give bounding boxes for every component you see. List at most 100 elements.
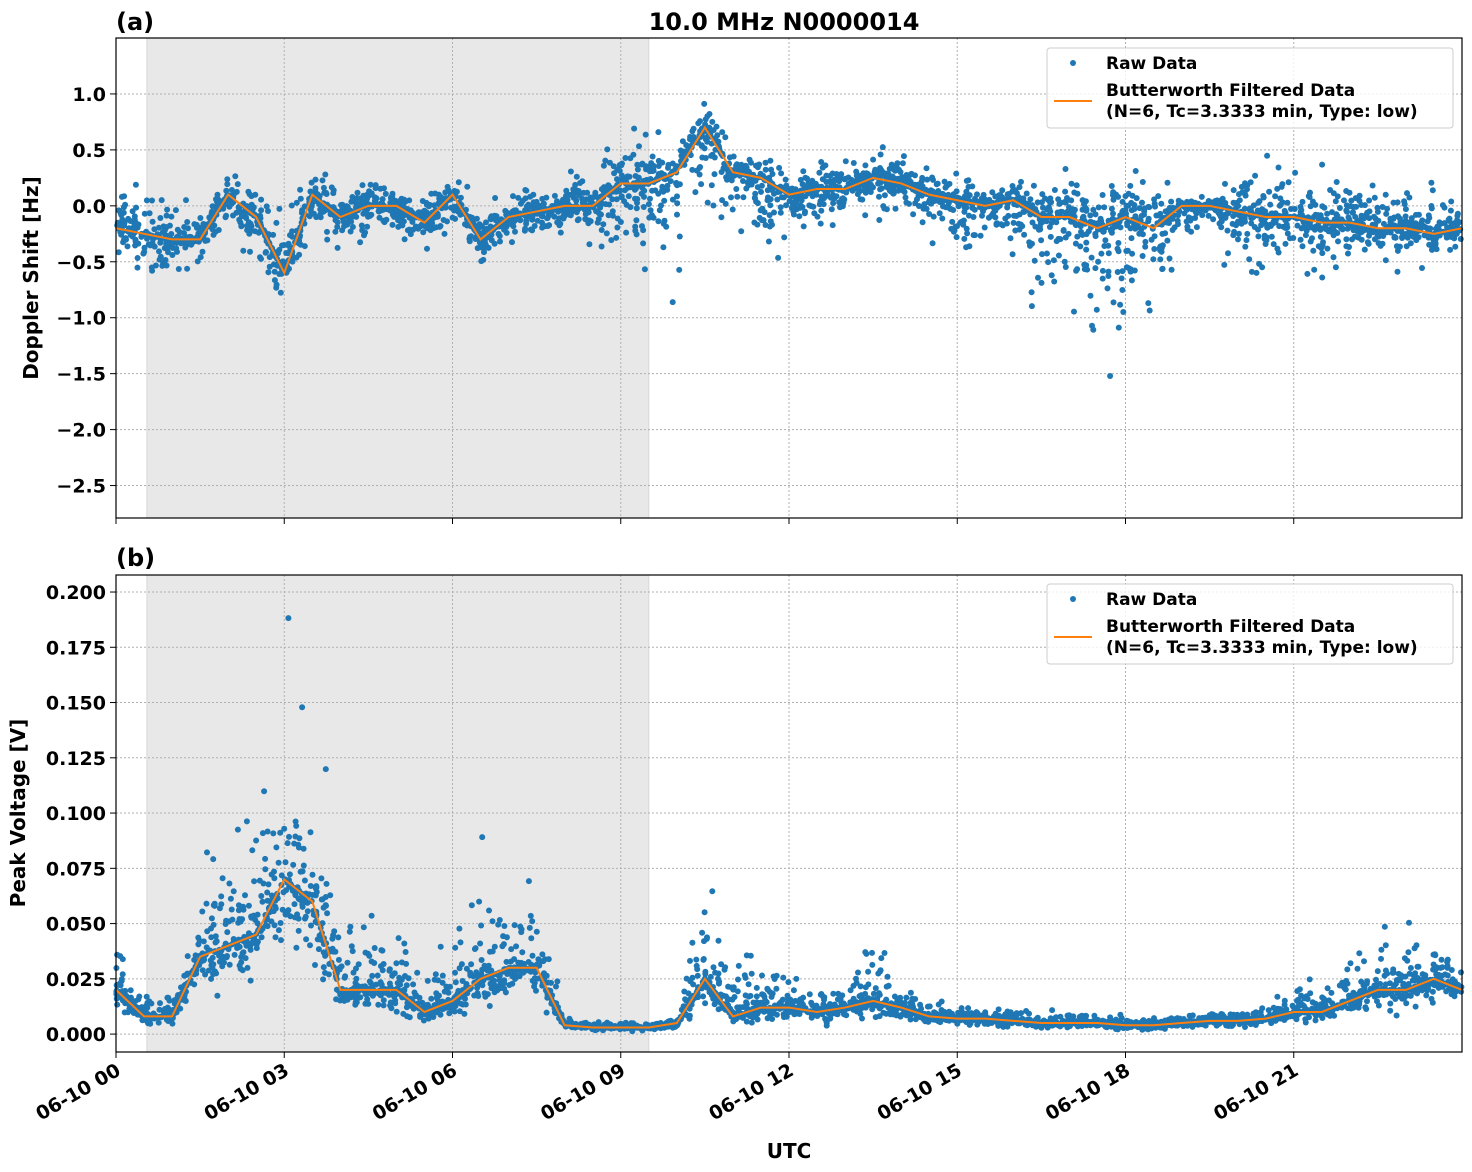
raw-data-point — [355, 961, 362, 968]
raw-data-point — [1263, 221, 1270, 228]
raw-data-point — [1444, 224, 1451, 231]
raw-data-point — [117, 982, 124, 989]
raw-data-point — [708, 182, 715, 189]
raw-data-point — [442, 189, 449, 196]
raw-data-point — [1330, 232, 1337, 239]
raw-data-point — [1013, 190, 1020, 197]
raw-data-point — [171, 997, 178, 1004]
raw-data-point — [1159, 265, 1166, 272]
raw-data-point — [1010, 219, 1017, 226]
raw-data-point — [695, 120, 702, 127]
raw-data-point — [767, 157, 774, 164]
raw-data-point — [308, 922, 314, 929]
raw-data-point — [1151, 196, 1158, 203]
raw-data-point — [683, 142, 690, 149]
raw-data-point — [752, 190, 759, 197]
raw-data-point — [1047, 233, 1054, 240]
raw-data-point — [814, 213, 821, 220]
raw-data-point — [738, 228, 745, 235]
raw-data-point — [766, 223, 773, 230]
raw-data-point — [572, 181, 579, 188]
raw-data-point — [557, 229, 564, 236]
raw-data-point — [449, 214, 456, 221]
raw-data-point — [399, 210, 405, 217]
raw-data-point — [398, 959, 405, 966]
raw-data-point — [286, 833, 292, 840]
y-tick-label: 0.150 — [46, 693, 106, 715]
raw-data-point — [1364, 239, 1371, 246]
raw-data-point — [361, 232, 367, 239]
raw-data-point — [629, 1028, 636, 1035]
raw-data-point — [122, 201, 129, 208]
raw-data-point — [686, 1012, 693, 1019]
raw-data-point — [988, 212, 995, 219]
raw-data-point — [634, 166, 641, 173]
raw-data-point — [1073, 182, 1080, 189]
raw-data-point — [208, 915, 215, 922]
raw-data-point — [730, 153, 737, 160]
raw-data-point — [542, 223, 549, 230]
raw-data-point — [1235, 236, 1241, 243]
raw-data-point — [219, 875, 226, 882]
raw-data-point — [1061, 199, 1068, 206]
raw-data-point — [209, 954, 216, 961]
raw-data-point — [633, 231, 640, 238]
raw-data-point — [262, 866, 269, 873]
raw-data-point — [718, 214, 725, 221]
raw-data-point — [829, 222, 836, 229]
raw-data-point — [1060, 227, 1067, 233]
raw-data-point — [515, 194, 522, 201]
raw-data-point — [222, 214, 229, 221]
raw-data-point — [1087, 212, 1094, 219]
raw-data-point — [1244, 230, 1251, 237]
raw-data-point — [634, 199, 640, 206]
raw-data-point — [934, 180, 941, 187]
raw-data-point — [1407, 240, 1414, 247]
raw-data-point — [580, 197, 587, 204]
raw-data-point — [421, 207, 428, 214]
raw-data-point — [257, 215, 264, 222]
raw-data-point — [174, 233, 181, 240]
chart-title: 10.0 MHz N0000014 — [649, 8, 920, 36]
raw-data-point — [395, 217, 402, 224]
raw-data-point — [1115, 324, 1122, 331]
raw-data-point — [1090, 326, 1097, 333]
raw-data-point — [132, 221, 139, 228]
raw-data-point — [1406, 194, 1413, 201]
raw-data-point — [771, 209, 777, 216]
raw-data-point — [401, 940, 408, 947]
raw-data-point — [647, 207, 654, 214]
raw-data-point — [949, 218, 956, 225]
raw-data-point — [593, 208, 600, 215]
raw-data-point — [141, 248, 148, 255]
raw-data-point — [1062, 264, 1069, 270]
raw-data-point — [981, 224, 988, 231]
raw-data-point — [1050, 257, 1057, 264]
raw-data-point — [155, 1019, 162, 1026]
raw-data-point — [1108, 227, 1115, 234]
raw-data-point — [291, 901, 298, 908]
raw-data-point — [172, 207, 179, 214]
raw-data-point — [322, 766, 329, 773]
raw-data-point — [240, 247, 247, 254]
raw-data-point — [347, 228, 354, 235]
raw-data-point — [238, 213, 245, 220]
raw-data-point — [249, 847, 256, 854]
raw-data-point — [611, 170, 618, 177]
raw-data-point — [236, 962, 243, 969]
y-axis-label-b: Peak Voltage [V] — [6, 719, 30, 908]
raw-data-point — [334, 223, 341, 230]
raw-data-point — [245, 219, 252, 226]
raw-data-point — [979, 212, 985, 219]
raw-data-point — [710, 964, 717, 971]
raw-data-point — [1317, 233, 1324, 240]
raw-data-point — [706, 111, 713, 117]
raw-data-point — [525, 878, 532, 885]
raw-data-point — [1007, 235, 1014, 242]
raw-data-point — [1260, 194, 1267, 201]
raw-data-point — [862, 212, 869, 219]
raw-data-point — [1309, 198, 1316, 205]
raw-data-point — [719, 197, 726, 204]
raw-data-point — [709, 888, 716, 895]
